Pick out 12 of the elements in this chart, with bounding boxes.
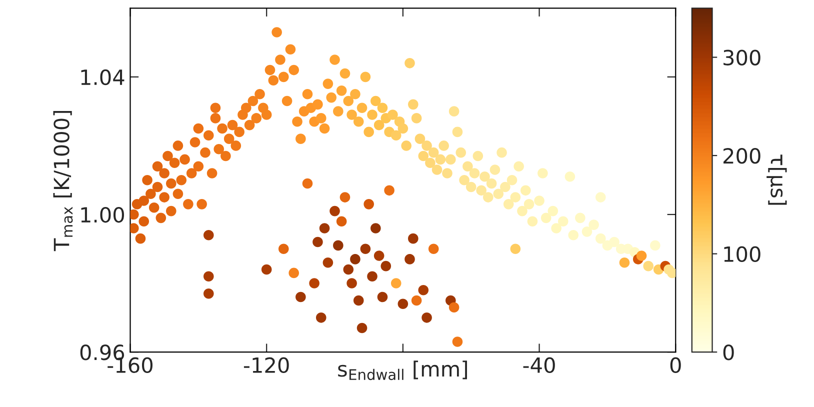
color-bar-title: τ[μs] xyxy=(766,154,787,205)
y-tick-label: 1.00 xyxy=(81,206,124,223)
x-axis-title: s$_{Endwall}$ [mm] xyxy=(338,360,467,380)
y-tick-label: 1.04 xyxy=(81,69,124,86)
y-axis-title: T$_{max}$ [K/1000] xyxy=(53,110,73,252)
color-bar-label: 200 xyxy=(724,148,760,164)
color-bar-label: 300 xyxy=(724,50,760,66)
color-bar-label: 0 xyxy=(723,344,734,360)
x-tick-label: 0 xyxy=(670,357,681,374)
x-tick-label: -40 xyxy=(523,357,555,374)
color-bar-label: 100 xyxy=(724,246,760,262)
x-tick-label: -120 xyxy=(244,357,289,374)
